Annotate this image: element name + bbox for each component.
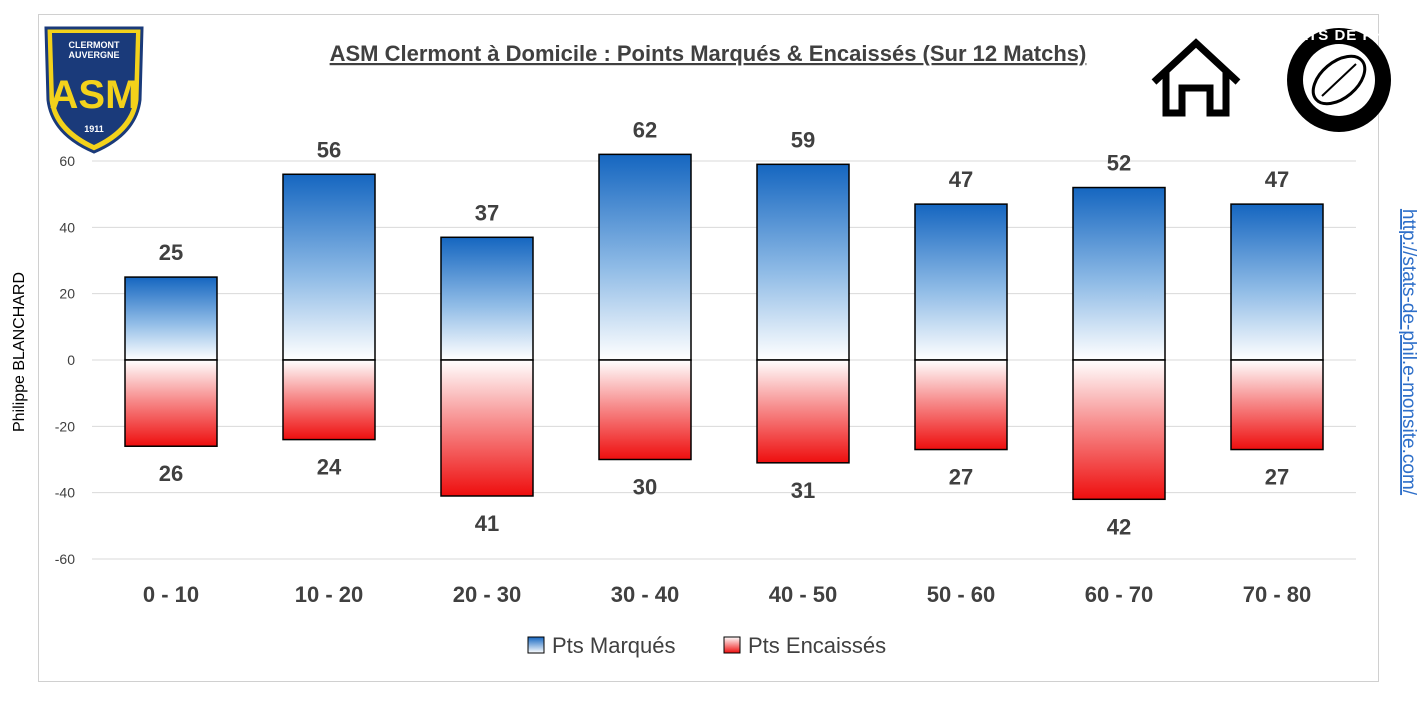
bar-marques — [282, 173, 376, 361]
data-label-encaisses: 30 — [633, 475, 657, 500]
bar-marques — [756, 163, 850, 361]
x-axis-categories: 0 - 10 10 - 20 20 - 30 30 - 40 40 - 50 50 - 6… — [143, 582, 1311, 607]
bar-marques — [914, 203, 1008, 361]
data-label-marques: 25 — [159, 240, 183, 265]
data-label-marques: 56 — [317, 137, 341, 162]
x-category-label: 40 - 50 — [769, 582, 838, 607]
crest-text-top: CLERMONT — [69, 40, 120, 50]
legend-swatch-encaisses — [723, 636, 741, 654]
rugby-ball-icon: STATS DE PHIL — [1277, 27, 1400, 132]
legend: Pts Marqués Pts Encaissés — [527, 633, 886, 658]
data-label-marques: 47 — [949, 167, 973, 192]
y-tick-label: 40 — [59, 219, 75, 235]
data-labels: 25 26 56 24 37 41 62 30 59 31 47 27 52 42 47 27 — [159, 117, 1289, 539]
data-label-encaisses: 27 — [949, 465, 973, 490]
bar-encaisses — [440, 359, 534, 497]
data-label-encaisses: 31 — [791, 478, 815, 503]
bar-encaisses — [124, 359, 218, 447]
x-category-label: 20 - 30 — [453, 582, 522, 607]
stats-logo-text: STATS DE PHIL — [1277, 27, 1400, 44]
x-category-label: 50 - 60 — [927, 582, 996, 607]
data-label-encaisses: 41 — [475, 511, 499, 536]
data-label-marques: 47 — [1265, 167, 1289, 192]
data-label-encaisses: 27 — [1265, 465, 1289, 490]
data-label-marques: 37 — [475, 200, 499, 225]
bar-encaisses — [1230, 359, 1324, 451]
bar-encaisses — [282, 359, 376, 441]
y-tick-label: 60 — [59, 153, 75, 169]
home-icon — [1151, 38, 1241, 117]
svg-text:ASM: ASM — [50, 73, 139, 117]
y-tick-label: -60 — [55, 551, 75, 567]
bar-marques — [124, 276, 218, 361]
x-category-label: 70 - 80 — [1243, 582, 1312, 607]
gridlines — [92, 160, 1356, 560]
bar-encaisses — [1072, 359, 1166, 501]
y-tick-label: 20 — [59, 286, 75, 302]
data-label-encaisses: 42 — [1107, 514, 1131, 539]
bar-marques — [440, 236, 534, 361]
site-url-link[interactable]: http://stats-de-phil.e-monsite.com/ — [1398, 209, 1419, 496]
y-tick-label: -20 — [55, 418, 75, 434]
legend-label-encaisses: Pts Encaissés — [748, 633, 886, 658]
chart-title: ASM Clermont à Domicile : Points Marqués… — [330, 41, 1087, 66]
chart-frame — [38, 14, 1379, 682]
x-category-label: 10 - 20 — [295, 582, 364, 607]
bars — [124, 153, 1324, 501]
legend-swatch-marques — [527, 636, 545, 654]
data-label-marques: 52 — [1107, 151, 1131, 176]
bar-encaisses — [756, 359, 850, 464]
asm-clermont-crest-icon: CLERMONT AUVERGNE ASM 1911 — [44, 26, 144, 154]
author-label: Philippe BLANCHARD — [11, 272, 28, 432]
bar-marques — [1230, 203, 1324, 361]
bar-encaisses — [914, 359, 1008, 451]
y-tick-label: -40 — [55, 485, 75, 501]
data-label-marques: 59 — [791, 127, 815, 152]
y-axis-ticks: 60 40 20 0 -20 -40 -60 — [55, 153, 75, 567]
data-label-encaisses: 24 — [317, 455, 342, 480]
x-category-label: 30 - 40 — [611, 582, 680, 607]
y-tick-label: 0 — [67, 352, 75, 368]
data-label-encaisses: 26 — [159, 461, 183, 486]
crest-text-top2: AUVERGNE — [68, 50, 119, 60]
x-category-label: 0 - 10 — [143, 582, 199, 607]
bar-encaisses — [598, 359, 692, 461]
data-label-marques: 62 — [633, 117, 657, 142]
bar-marques — [1072, 186, 1166, 361]
crest-year: 1911 — [84, 124, 104, 134]
legend-label-marques: Pts Marqués — [552, 633, 676, 658]
bar-marques — [598, 153, 692, 361]
x-category-label: 60 - 70 — [1085, 582, 1154, 607]
